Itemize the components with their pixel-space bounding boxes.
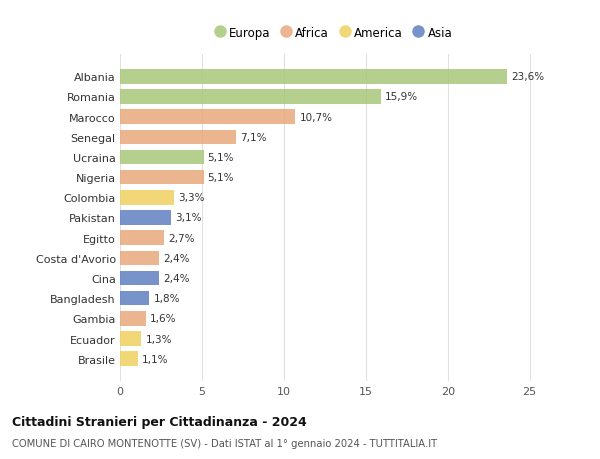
Bar [120,171,203,185]
Bar [120,352,138,366]
Text: 1,6%: 1,6% [151,313,177,324]
Text: 1,3%: 1,3% [145,334,172,344]
Bar [120,90,380,105]
Bar [120,291,149,306]
Bar [120,271,160,285]
Bar [120,70,506,84]
Text: 3,1%: 3,1% [175,213,202,223]
Bar [120,331,142,346]
Text: 1,8%: 1,8% [154,294,180,303]
Bar [120,151,203,165]
Text: 2,4%: 2,4% [163,274,190,283]
Text: 1,1%: 1,1% [142,354,169,364]
Bar [120,311,146,326]
Text: 23,6%: 23,6% [511,72,544,82]
Text: 10,7%: 10,7% [299,112,332,123]
Bar [120,251,160,265]
Bar [120,211,171,225]
Bar [120,130,236,145]
Text: 3,3%: 3,3% [178,193,205,203]
Bar [120,190,174,205]
Text: 15,9%: 15,9% [385,92,418,102]
Legend: Europa, Africa, America, Asia: Europa, Africa, America, Asia [209,22,457,44]
Bar [120,110,295,125]
Text: Cittadini Stranieri per Cittadinanza - 2024: Cittadini Stranieri per Cittadinanza - 2… [12,415,307,428]
Text: COMUNE DI CAIRO MONTENOTTE (SV) - Dati ISTAT al 1° gennaio 2024 - TUTTITALIA.IT: COMUNE DI CAIRO MONTENOTTE (SV) - Dati I… [12,438,437,448]
Text: 2,4%: 2,4% [163,253,190,263]
Text: 2,7%: 2,7% [169,233,195,243]
Text: 5,1%: 5,1% [208,153,234,162]
Text: 7,1%: 7,1% [241,133,267,142]
Text: 5,1%: 5,1% [208,173,234,183]
Bar [120,231,164,246]
